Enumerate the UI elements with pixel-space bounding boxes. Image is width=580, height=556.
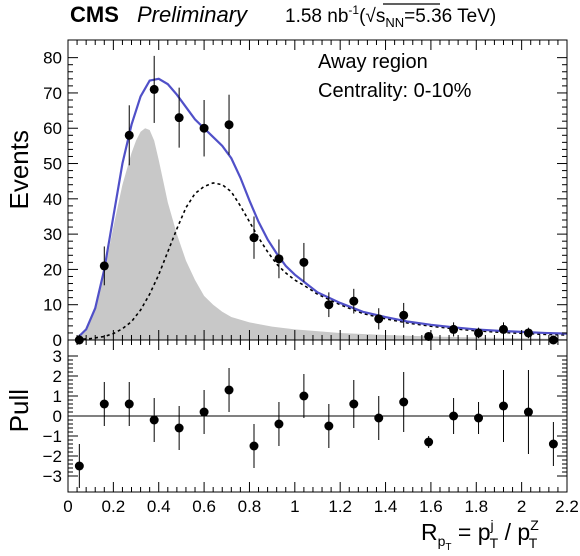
pull-y-tick-label: −1	[43, 427, 62, 446]
x-tick-label: 2.2	[555, 497, 579, 516]
pull-point	[99, 399, 109, 409]
data-point	[174, 113, 184, 123]
main-y-tick-label: 0	[53, 331, 62, 350]
pull-point	[523, 407, 533, 417]
main-y-tick-label: 40	[43, 190, 62, 209]
pull-point	[324, 421, 334, 431]
pull-point	[274, 419, 284, 429]
x-tick-label: 0.8	[238, 497, 262, 516]
pull-point	[449, 411, 459, 421]
status-label: Preliminary	[137, 2, 249, 27]
broad-component-line	[77, 182, 568, 341]
pull-point	[548, 439, 558, 449]
pull-point	[249, 441, 259, 451]
data-point	[324, 300, 334, 310]
pull-y-tick-label: 0	[53, 407, 62, 426]
data-point	[474, 328, 484, 338]
data-point	[399, 310, 409, 320]
main-y-tick-label: 70	[43, 84, 62, 103]
data-point	[498, 324, 508, 334]
x-tick-label: 1	[290, 497, 299, 516]
main-y-tick-label: 30	[43, 225, 62, 244]
pull-point	[374, 413, 384, 423]
data-point	[224, 120, 234, 130]
pull-point	[224, 385, 234, 395]
main-y-axis-label: Events	[4, 130, 34, 210]
pull-y-tick-label: −2	[43, 447, 62, 466]
pull-point	[199, 407, 209, 417]
pull-point	[349, 399, 359, 409]
pull-point	[74, 461, 84, 471]
main-y-tick-label: 20	[43, 260, 62, 279]
main-y-tick-label: 50	[43, 155, 62, 174]
data-point	[199, 123, 209, 133]
data-point	[374, 314, 384, 324]
pull-y-tick-label: 1	[53, 387, 62, 406]
data-point	[249, 233, 259, 243]
data-point	[274, 254, 284, 264]
x-tick-label: 2	[517, 497, 526, 516]
pull-point	[124, 399, 134, 409]
pull-point	[399, 397, 409, 407]
x-tick-label: 1.4	[374, 497, 398, 516]
x-tick-label: 1.2	[328, 497, 352, 516]
pull-y-tick-label: 2	[53, 367, 62, 386]
main-y-tick-label: 80	[43, 49, 62, 68]
pull-y-axis-label: Pull	[4, 389, 34, 432]
pull-point	[299, 391, 309, 401]
pull-point	[474, 413, 484, 423]
lumi-label: 1.58 nb-1(√sNN=5.36 TeV)	[285, 3, 496, 30]
x-tick-label: 1.6	[419, 497, 443, 516]
data-point	[523, 328, 533, 338]
pull-point	[424, 437, 434, 447]
x-tick-label: 0	[63, 497, 72, 516]
pull-point	[149, 415, 159, 425]
main-y-tick-label: 10	[43, 296, 62, 315]
total-fit-line	[76, 77, 568, 340]
x-tick-label: 0.4	[147, 497, 171, 516]
x-tick-label: 0.2	[102, 497, 126, 516]
data-point	[299, 257, 309, 267]
data-point	[349, 296, 359, 306]
pull-point	[174, 423, 184, 433]
x-tick-label: 1.8	[464, 497, 488, 516]
pull-y-tick-label: −3	[43, 467, 62, 486]
centrality-annotation: Centrality: 0-10%	[318, 80, 472, 102]
peak-component-area	[77, 128, 568, 340]
data-point	[124, 130, 134, 140]
region-annotation: Away region	[318, 51, 428, 73]
data-point	[449, 324, 459, 334]
pull-point	[498, 401, 508, 411]
data-point	[99, 261, 109, 271]
data-point	[149, 84, 159, 94]
x-axis-label: RpT = pj T / pZ T	[421, 517, 539, 553]
main-panel: 0 10 20 30 40 50 60 70 80 Away region Centrality…	[4, 39, 568, 350]
x-tick-label: 0.6	[192, 497, 216, 516]
main-y-tick-label: 60	[43, 119, 62, 138]
pull-y-tick-label: 3	[53, 347, 62, 366]
experiment-label: CMS	[70, 2, 119, 27]
